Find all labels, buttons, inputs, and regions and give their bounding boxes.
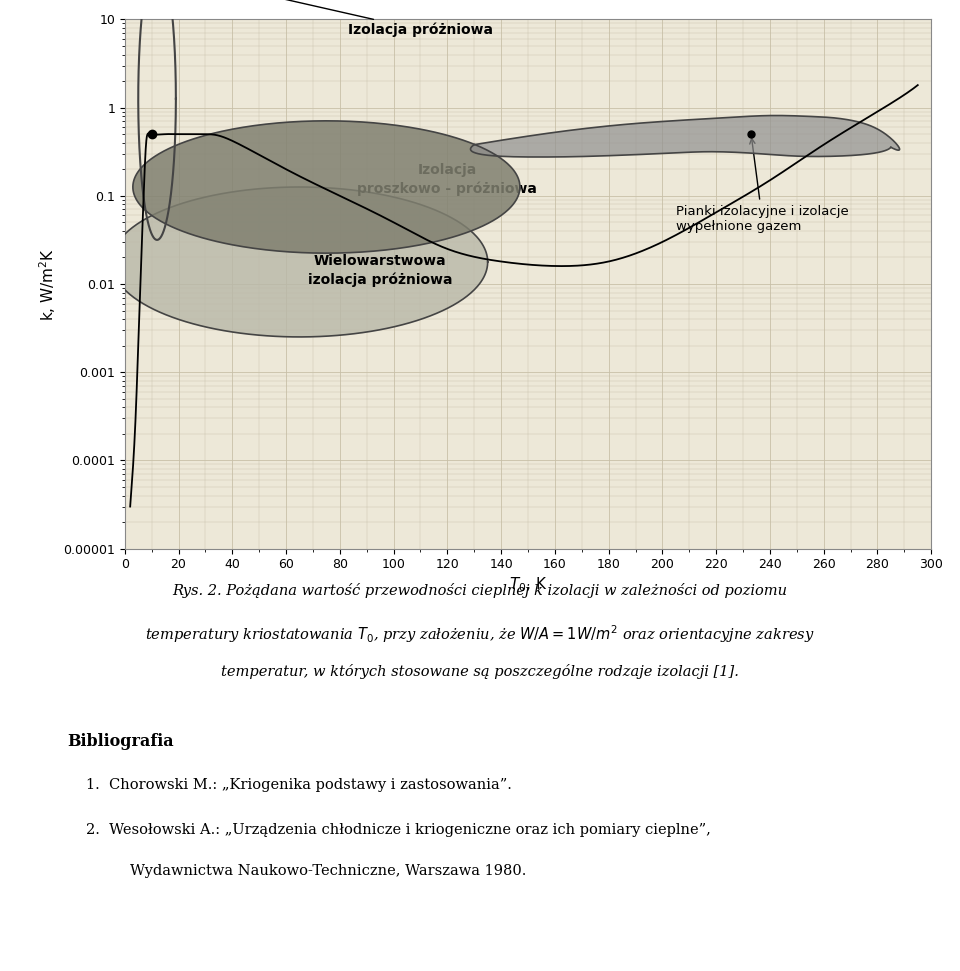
- Text: 1.  Chorowski M.: „Kriogenika podstawy i zastosowania”.: 1. Chorowski M.: „Kriogenika podstawy i …: [86, 779, 513, 792]
- Polygon shape: [111, 187, 488, 337]
- Text: Pianki izolacyjne i izolacje
wypełnione gazem: Pianki izolacyjne i izolacje wypełnione …: [676, 139, 849, 233]
- Text: Rys. 2. Pożądana wartość przewodności cieplnej k izolacji w zależności od poziom: Rys. 2. Pożądana wartość przewodności ci…: [173, 583, 787, 597]
- Text: temperatur, w których stosowane są poszczególne rodzaje izolacji [1].: temperatur, w których stosowane są poszc…: [221, 664, 739, 679]
- Text: Wielowarstwowa
izolacja próżniowa: Wielowarstwowa izolacja próżniowa: [308, 254, 452, 287]
- Text: Izolacja
proszkowo - próżniowa: Izolacja proszkowo - próżniowa: [357, 163, 538, 196]
- X-axis label: $T_0$, K: $T_0$, K: [509, 576, 547, 594]
- Polygon shape: [132, 120, 520, 253]
- Text: Izolacja próżniowa: Izolacja próżniowa: [162, 0, 493, 37]
- Polygon shape: [470, 116, 900, 157]
- Text: Bibliografia: Bibliografia: [67, 733, 174, 751]
- Text: Wydawnictwa Naukowo-Techniczne, Warszawa 1980.: Wydawnictwa Naukowo-Techniczne, Warszawa…: [130, 864, 526, 878]
- Y-axis label: k, W/m$^{2}$K: k, W/m$^{2}$K: [36, 248, 58, 320]
- Text: 2.  Wesołowski A.: „Urządzenia chłodnicze i kriogeniczne oraz ich pomiary ciepln: 2. Wesołowski A.: „Urządzenia chłodnicze…: [86, 823, 711, 837]
- Text: temperatury kriostatowania $T_0$, przy założeniu, że $W/A=1W/m^2$ oraz orientacy: temperatury kriostatowania $T_0$, przy z…: [145, 623, 815, 645]
